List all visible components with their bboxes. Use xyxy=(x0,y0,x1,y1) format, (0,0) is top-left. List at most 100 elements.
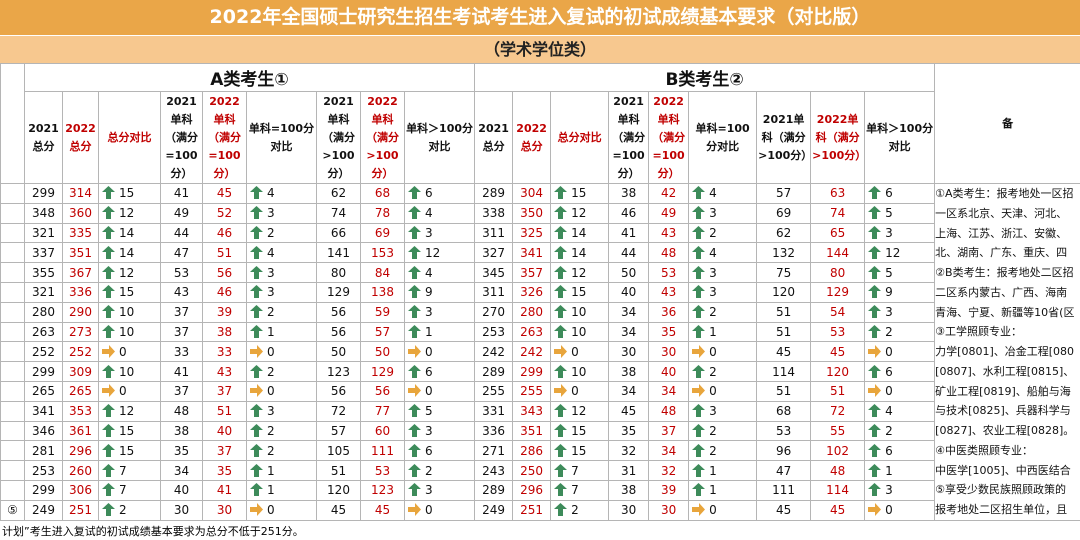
diff-value: 9 xyxy=(425,285,433,300)
column-header: 单科＞100分对比 xyxy=(403,91,476,184)
up-arrow-icon xyxy=(868,265,882,279)
up-arrow-icon xyxy=(554,423,568,437)
score-cell: 43 xyxy=(160,281,203,303)
up-arrow-icon xyxy=(554,443,568,457)
note-line: [0827]、农业工程[0828]。 xyxy=(935,424,1075,437)
diff-value: 2 xyxy=(709,364,717,379)
diff-value: 0 xyxy=(571,384,579,399)
up-arrow-icon xyxy=(102,463,115,477)
column-header: 单科＞100分对比 xyxy=(864,91,936,184)
diff-value: 1 xyxy=(709,483,717,498)
diff-cell: 3 xyxy=(864,222,936,244)
score-cell: 45 xyxy=(202,183,247,204)
score-cell: 46 xyxy=(608,202,650,224)
score-cell: 56 xyxy=(360,380,405,402)
note-line: 矿业工程[0819]、船舶与海 xyxy=(935,384,1071,398)
up-arrow-icon xyxy=(102,404,115,418)
diff-value: 4 xyxy=(267,245,275,260)
diff-value: 3 xyxy=(267,404,275,419)
score-cell: 39 xyxy=(648,479,690,501)
score-cell: 50 xyxy=(360,341,405,363)
diff-value: 3 xyxy=(885,483,893,498)
up-arrow-icon xyxy=(408,324,421,338)
up-arrow-icon xyxy=(868,285,882,299)
data-row: 265 265 0 37 37 0 56 56 0 255 255 0 34 34 0 51 51 0 xyxy=(0,380,1080,402)
column-header: 2022总分 xyxy=(62,91,99,184)
row-label-cell: ⑤ xyxy=(0,499,25,521)
row-label-cell xyxy=(0,183,25,204)
row-label-cell xyxy=(0,341,25,363)
score-cell: 357 xyxy=(512,262,552,283)
diff-cell: 6 xyxy=(403,361,476,382)
score-cell: 45 xyxy=(810,499,866,521)
diff-value: 5 xyxy=(885,265,893,280)
score-cell: 51 xyxy=(756,321,812,343)
note-line: 二区系内蒙古、广西、海南 xyxy=(935,285,1068,299)
score-cell: 41 xyxy=(202,479,247,501)
diff-cell: 2 xyxy=(246,301,317,323)
diff-value: 0 xyxy=(709,344,717,359)
score-cell: 54 xyxy=(810,301,866,323)
right-arrow-icon xyxy=(250,384,263,398)
score-cell: 56 xyxy=(202,262,247,283)
diff-value: 2 xyxy=(709,305,717,320)
up-arrow-icon xyxy=(868,186,882,200)
diff-cell: 0 xyxy=(864,499,936,521)
up-arrow-icon xyxy=(250,225,263,239)
diff-cell: 3 xyxy=(403,222,476,244)
diff-value: 0 xyxy=(425,344,433,359)
diff-value: 9 xyxy=(885,285,893,300)
diff-cell: 15 xyxy=(98,281,161,303)
score-cell: 34 xyxy=(648,440,690,462)
score-cell: 52 xyxy=(202,202,247,224)
score-cell: 114 xyxy=(756,361,812,382)
diff-value: 0 xyxy=(119,384,127,399)
score-cell: 327 xyxy=(474,242,514,264)
up-arrow-icon xyxy=(408,364,421,378)
notes-cell: ①A类考生：报考地处一区招 一区系北京、天津、河北、 上海、江苏、浙江、安徽、 北、湖… xyxy=(934,183,1080,521)
up-arrow-icon xyxy=(250,423,263,437)
score-cell: 361 xyxy=(62,420,99,442)
up-arrow-icon xyxy=(408,285,421,299)
note-line: 上海、江苏、浙江、安徽、 xyxy=(935,226,1068,240)
score-cell: 40 xyxy=(648,361,690,382)
score-cell: 53 xyxy=(360,460,405,481)
column-header: 总分对比 xyxy=(550,91,610,184)
footer-note: 计划”考生进入复试的初试成绩基本要求为总分不低于251分。 xyxy=(2,524,304,538)
score-cell: 38 xyxy=(160,420,203,442)
score-cell: 72 xyxy=(810,400,866,422)
score-cell: 33 xyxy=(202,341,247,363)
up-arrow-icon xyxy=(250,364,263,378)
diff-value: 2 xyxy=(709,443,717,458)
row-label-cell xyxy=(0,400,25,422)
up-arrow-icon xyxy=(408,483,421,497)
score-cell: 41 xyxy=(160,183,203,204)
score-cell: 129 xyxy=(316,281,361,303)
diff-value: 15 xyxy=(119,443,135,458)
score-cell: 281 xyxy=(24,440,63,462)
up-arrow-icon xyxy=(250,463,263,477)
score-cell: 37 xyxy=(202,380,247,402)
score-cell: 129 xyxy=(810,281,866,303)
diff-value: 10 xyxy=(571,305,587,320)
diff-cell: 15 xyxy=(550,183,610,204)
note-line: ⑤享受少数民族照顾政策的 xyxy=(935,483,1067,497)
diff-value: 2 xyxy=(709,225,717,240)
score-cell: 296 xyxy=(62,440,99,462)
diff-value: 2 xyxy=(119,503,127,518)
up-arrow-icon xyxy=(102,206,115,220)
score-cell: 304 xyxy=(512,183,552,204)
diff-value: 3 xyxy=(267,265,275,280)
score-cell: 35 xyxy=(608,420,650,442)
diff-cell: 12 xyxy=(864,242,936,264)
diff-value: 2 xyxy=(885,324,893,339)
diff-value: 2 xyxy=(425,463,433,478)
score-cell: 321 xyxy=(24,222,63,244)
note-line: [0807]、水利工程[0815]、 xyxy=(935,364,1075,378)
right-arrow-icon xyxy=(868,344,882,358)
diff-value: 12 xyxy=(571,265,587,280)
up-arrow-icon xyxy=(692,324,706,338)
score-cell: 33 xyxy=(160,341,203,363)
score-cell: 129 xyxy=(360,361,405,382)
diff-value: 0 xyxy=(885,344,893,359)
